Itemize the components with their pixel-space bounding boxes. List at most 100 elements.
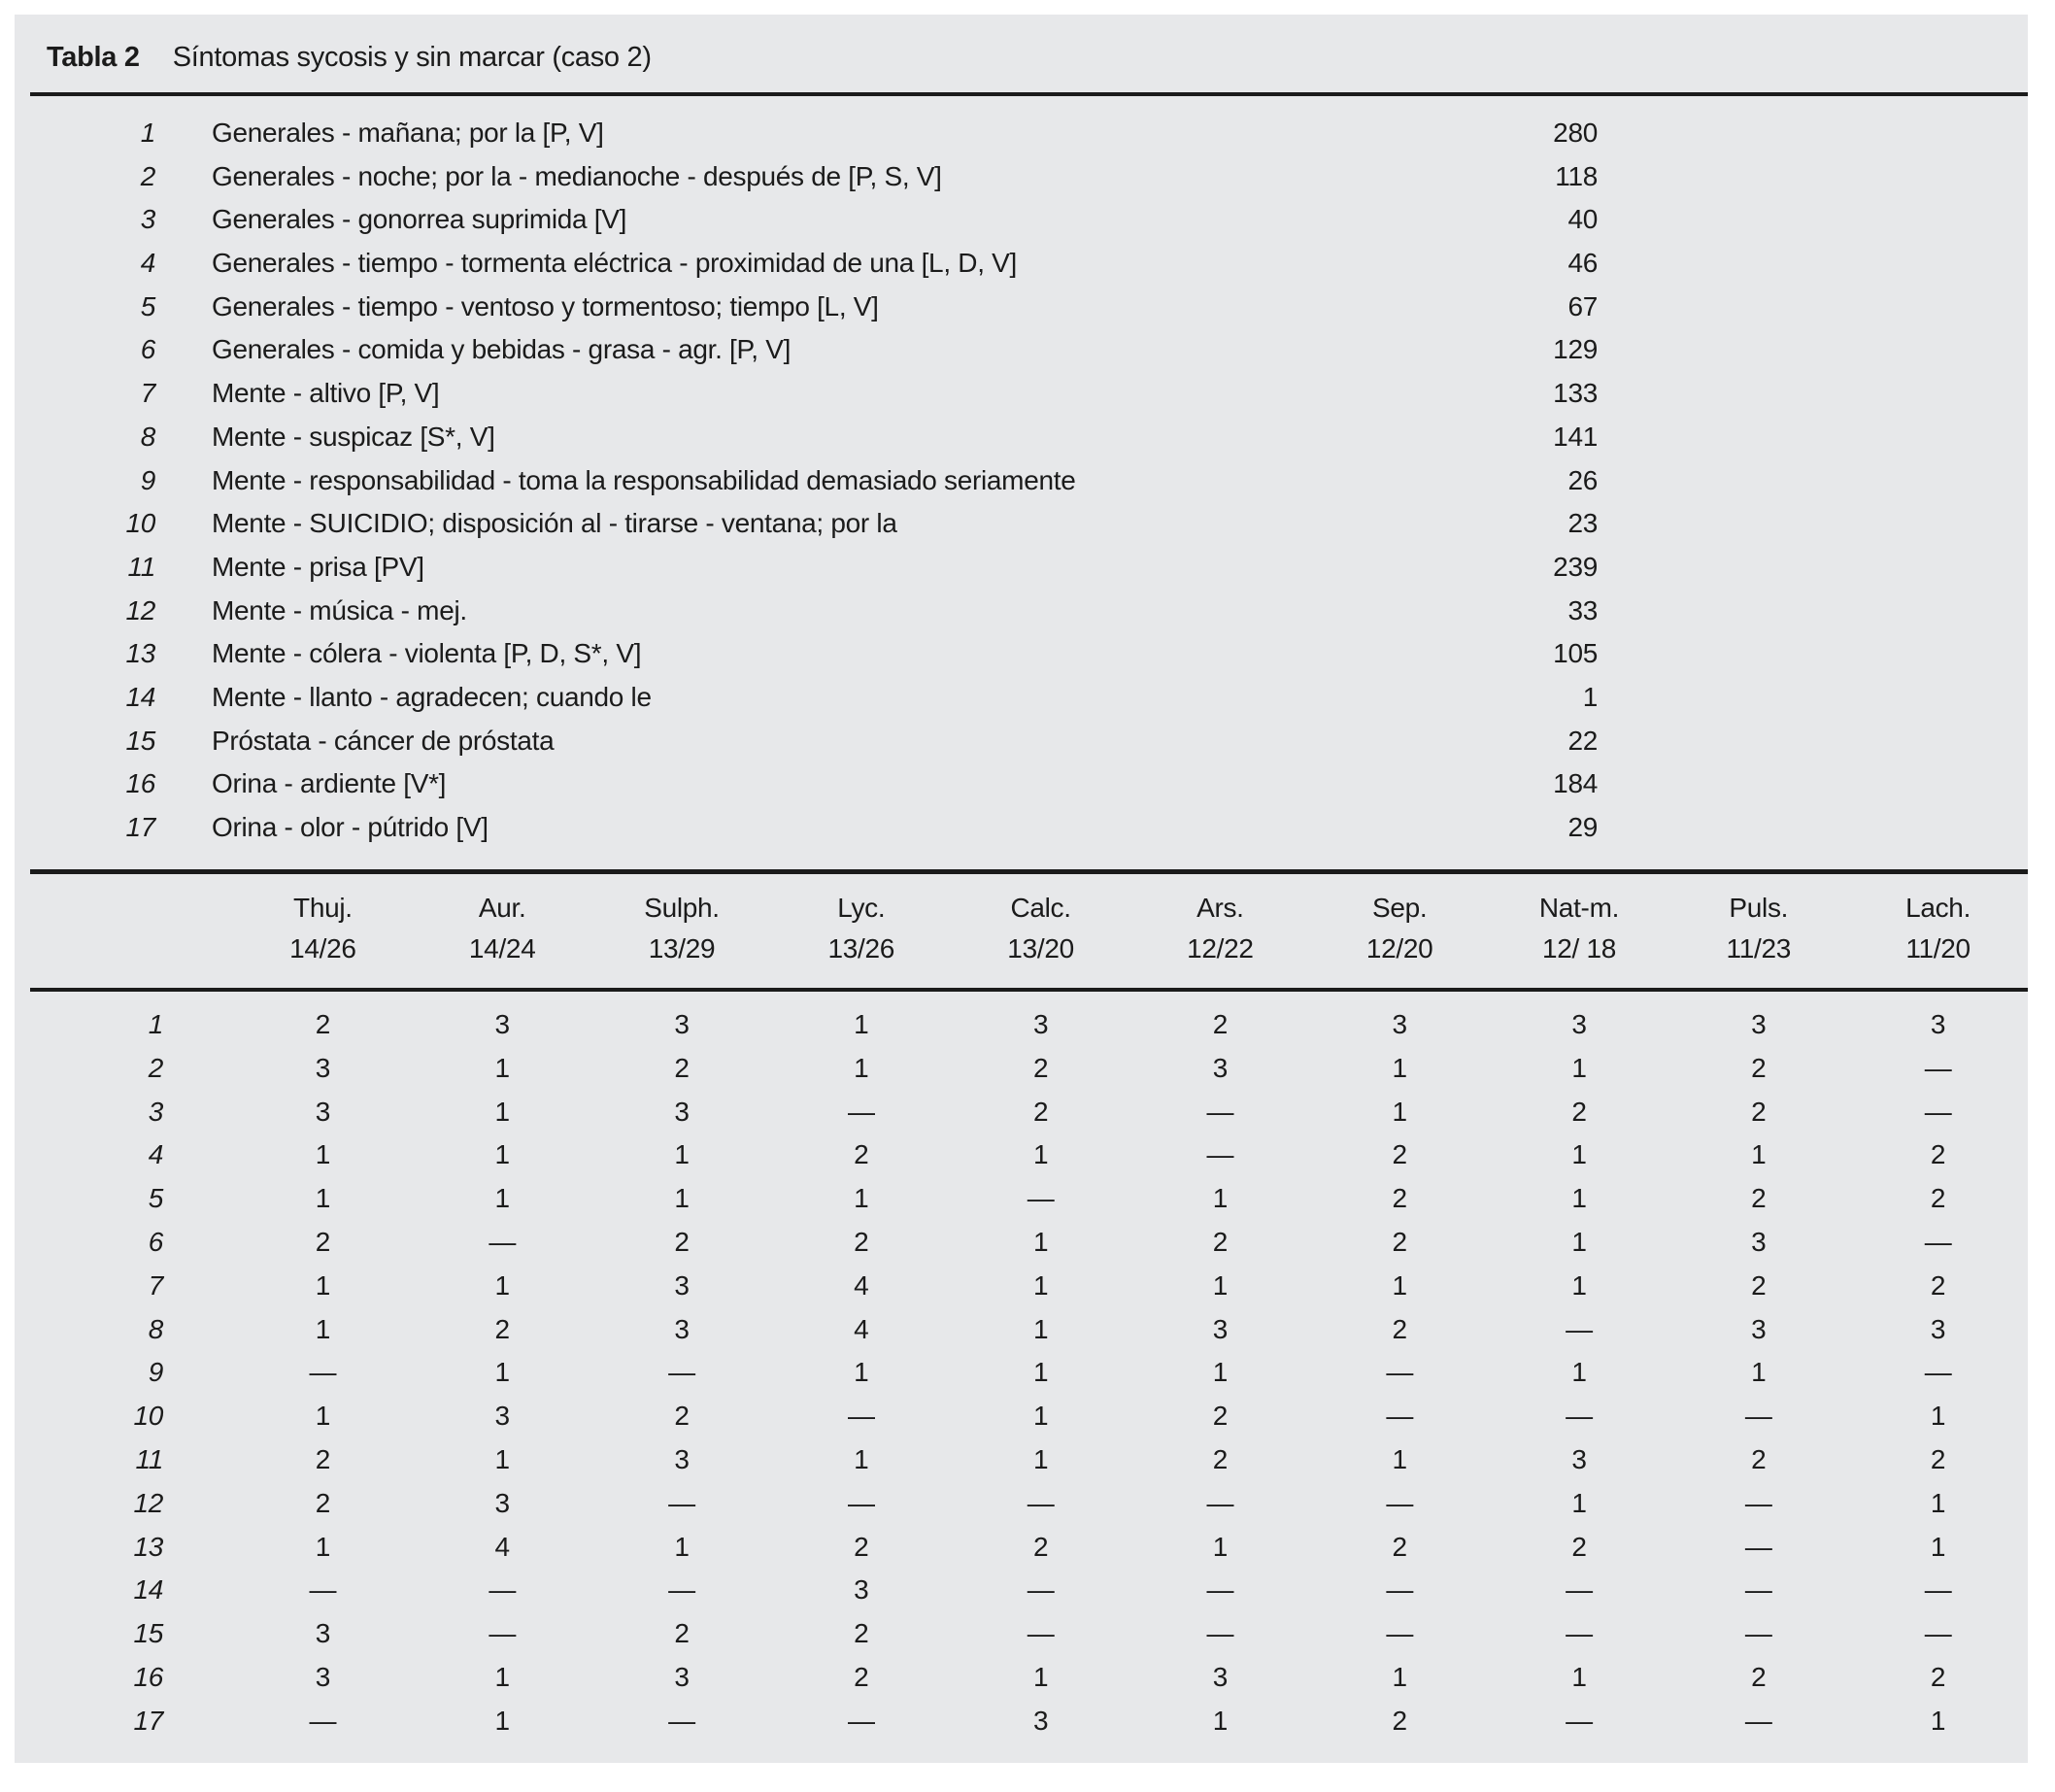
top-horizontal-rule [30,92,2028,96]
matrix-cell: — [1924,1357,1952,1388]
matrix-cell: 3 [315,1661,331,1692]
matrix-cell: 2 [854,1618,869,1649]
matrix-cell: 1 [315,1269,331,1301]
symptom-count: 40 [1567,204,1598,235]
symptom-text: Mente - SUICIDIO; disposición al - tirar… [212,508,897,539]
matrix-cell: 3 [674,1661,690,1692]
matrix-cell: 2 [1751,1661,1767,1692]
symptom-text: Orina - ardiente [V*] [212,768,447,799]
matrix-cell: 1 [1212,1531,1229,1562]
matrix-cell: 3 [494,1009,511,1039]
matrix-cell: 1 [1212,1705,1229,1736]
matrix-cell: — [1744,1618,1772,1649]
matrix-row-number: 4 [148,1139,164,1170]
matrix-cell: — [1386,1618,1414,1649]
matrix-row: 7 1 1 3 4 1 1 1 1 2 2 [15,1265,2028,1308]
matrix-cell: 1 [1032,1226,1049,1257]
table-label: Tabla 2 [47,42,140,73]
matrix-cell: 1 [494,1183,511,1214]
symptom-count: 184 [1553,768,1598,799]
matrix-cell: 3 [1930,1313,1946,1344]
matrix-cell: 1 [1032,1401,1049,1432]
middle-horizontal-rule [30,869,2028,874]
matrix-cell: — [488,1226,517,1257]
remedy-ratio: 13/20 [1007,933,1074,964]
matrix-row-number: 11 [135,1443,164,1474]
matrix-cell: 2 [1392,1705,1408,1736]
matrix-cell: 1 [1212,1357,1229,1388]
matrix-row-number: 10 [133,1401,163,1432]
symptom-row: 3 Generales - gonorrea suprimida [V] 40 [15,198,2028,242]
remedy-ratio: 13/29 [648,933,716,964]
matrix-cell: 3 [674,1269,690,1301]
matrix-cell: 1 [1032,1313,1049,1344]
remedy-header-spacer [15,888,233,929]
matrix-cell: 1 [1571,1139,1587,1170]
matrix-cell: 2 [1930,1269,1946,1301]
matrix-cell: 2 [1212,1401,1229,1432]
matrix-cell: 1 [1571,1357,1587,1388]
matrix-row: 5 1 1 1 1 — 1 2 1 2 2 [15,1177,2028,1221]
matrix-cell: 1 [1212,1269,1229,1301]
matrix-cell: 4 [854,1313,869,1344]
matrix-cell: — [668,1574,695,1606]
matrix-cell: — [1744,1574,1772,1606]
matrix-cell: 1 [854,1052,869,1083]
matrix-cell: 1 [1392,1052,1408,1083]
matrix-cell: 2 [1571,1531,1587,1562]
matrix-cell: 2 [1392,1139,1408,1170]
matrix-cell: 2 [674,1226,690,1257]
matrix-cell: — [1027,1487,1055,1518]
symptom-text: Generales - tiempo - ventoso y tormentos… [212,290,879,321]
matrix-cell: — [1924,1096,1952,1127]
matrix-cell: 2 [1032,1052,1049,1083]
matrix-cell: 2 [674,1052,690,1083]
table-caption-row: Tabla 2 Síntomas sycosis y sin marcar (ca… [47,42,652,74]
symptom-count: 141 [1553,421,1598,452]
matrix-cell: 1 [854,1357,869,1388]
matrix-cell: 1 [1930,1531,1946,1562]
symptom-number: 13 [125,638,155,669]
symptom-text: Mente - música - mej. [212,594,467,626]
remedy-name: Calc. [1010,893,1071,923]
symptom-text: Mente - responsabilidad - toma la respon… [212,464,1076,495]
matrix-cell: — [1744,1487,1772,1518]
matrix-row-number: 6 [148,1226,164,1257]
matrix-cell: 1 [315,1401,331,1432]
matrix-cell: 1 [1392,1269,1408,1301]
matrix-cell: — [1027,1618,1055,1649]
matrix-cell: 1 [1392,1096,1408,1127]
symptom-text: Mente - suspicaz [S*, V] [212,421,495,452]
symptom-text: Mente - prisa [PV] [212,551,424,582]
matrix-cell: 1 [494,1139,511,1170]
matrix-cell: 2 [1930,1443,1946,1474]
matrix-cell: 1 [1751,1357,1767,1388]
matrix-cell: 2 [1930,1661,1946,1692]
remedy-name: Lyc. [837,893,886,923]
symptom-row: 6 Generales - comida y bebidas - grasa -… [15,328,2028,372]
symptom-number: 14 [125,681,155,712]
matrix-cell: 2 [1930,1139,1946,1170]
matrix-cell: — [668,1487,695,1518]
remedy-name: Sulph. [644,893,720,923]
matrix-cell: 2 [1571,1096,1587,1127]
symptom-text: Generales - comida y bebidas - grasa - a… [212,334,792,365]
matrix-cell: — [1206,1139,1234,1170]
matrix-cell: 1 [1571,1052,1587,1083]
symptom-number: 4 [140,248,156,279]
matrix-cell: — [668,1357,695,1388]
symptom-row: 8 Mente - suspicaz [S*, V] 141 [15,416,2028,459]
matrix-cell: 3 [1571,1009,1587,1039]
symptom-row: 16 Orina - ardiente [V*] 184 [15,762,2028,806]
matrix-cell: 1 [854,1009,869,1039]
matrix-cell: 2 [1212,1443,1229,1474]
matrix-cell: — [1924,1052,1952,1083]
matrix-cell: 2 [1751,1183,1767,1214]
symptom-text: Orina - olor - pútrido [V] [212,812,488,842]
table-title: Síntomas sycosis y sin marcar (caso 2) [172,42,652,73]
symptom-row: 11 Mente - prisa [PV] 239 [15,546,2028,590]
matrix-cell: — [847,1705,875,1736]
symptom-number: 9 [140,464,156,495]
symptom-count: 239 [1553,551,1598,582]
matrix-cell: 3 [674,1009,690,1039]
